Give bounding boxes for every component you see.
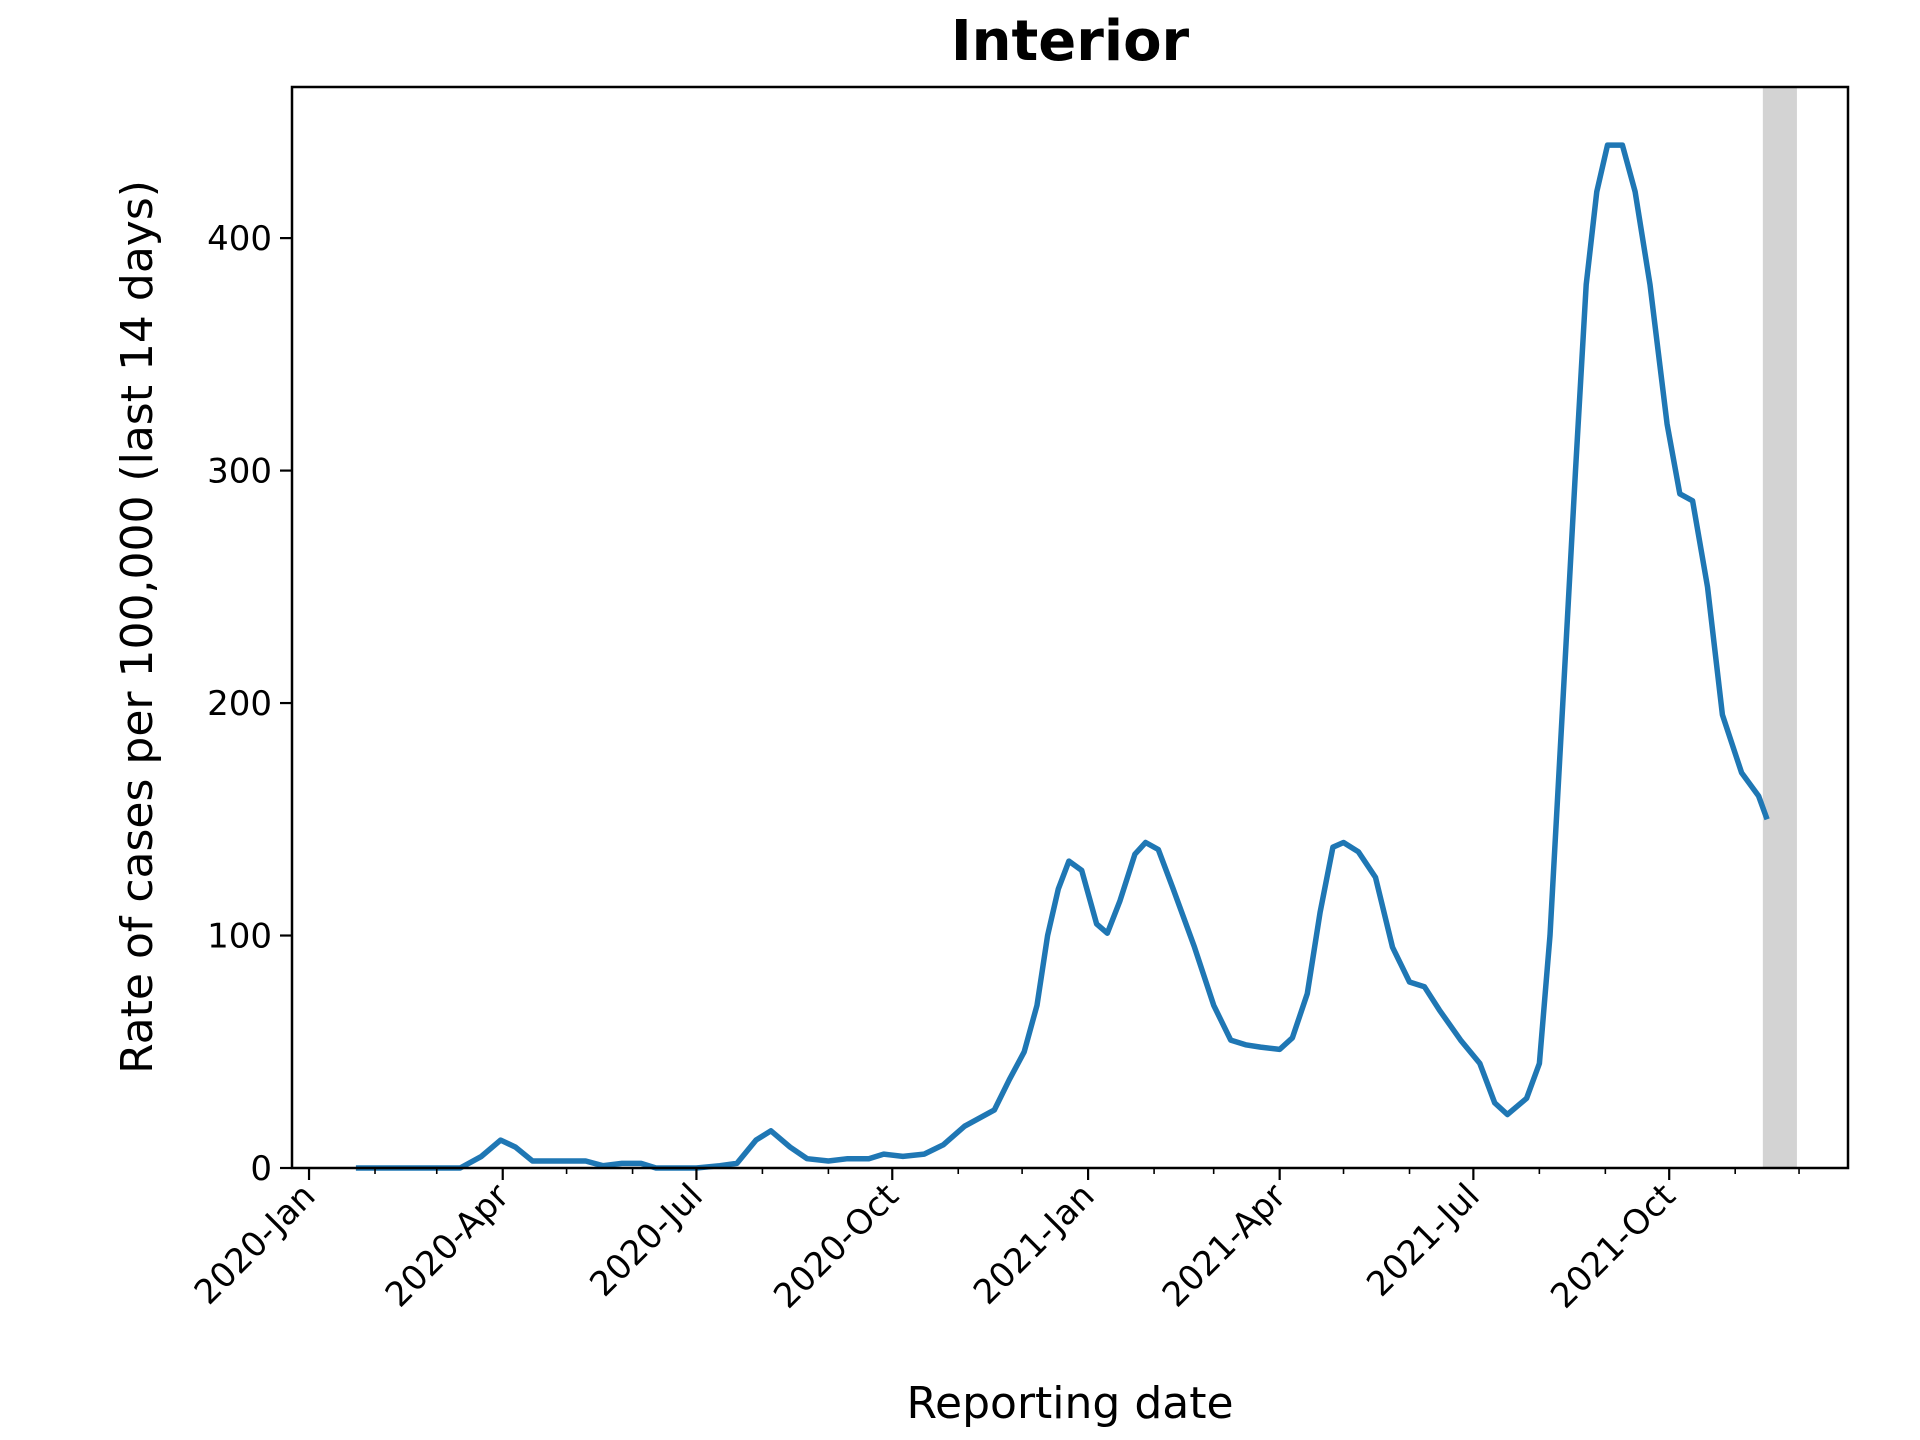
chart-title: Interior [951, 9, 1190, 74]
shaded-region-layer [1762, 87, 1797, 1168]
y-tick-label: 300 [207, 452, 272, 492]
series-layer [355, 142, 1770, 1171]
plot-frame [290, 85, 1850, 1170]
y-tick-label: 400 [207, 219, 272, 259]
y-tick-label: 0 [250, 1149, 272, 1189]
shaded-region [1762, 87, 1797, 1168]
x-axis-title: Reporting date [906, 1378, 1233, 1429]
y-axis: 0 100 200 300 400 [207, 219, 292, 1189]
y-tick-label: 100 [207, 917, 272, 957]
y-axis-title: Rate of cases per 100,000 (last 14 days) [112, 180, 163, 1074]
series-line [355, 142, 1770, 1171]
y-tick-label: 200 [207, 684, 272, 724]
